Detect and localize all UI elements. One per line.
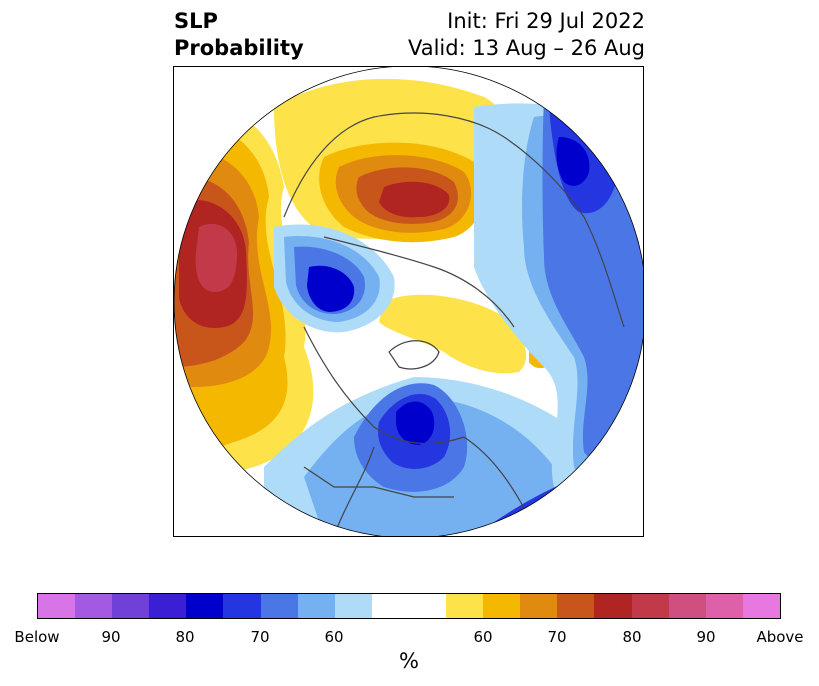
chart-title-left: SLP Probability — [174, 8, 304, 62]
title-probability: Probability — [174, 36, 304, 60]
arctic-above-central — [379, 294, 527, 374]
title-variable: SLP — [174, 9, 218, 33]
siberia-above-80 — [379, 181, 450, 218]
colorbar-segment-below-6 — [260, 594, 298, 618]
colorbar-segment-above-1 — [483, 594, 521, 618]
colorbar-label-below: Below — [14, 628, 60, 646]
colorbar-segment-neutral — [371, 594, 447, 618]
alaska-below-75 — [307, 265, 355, 312]
colorbar-label-below-70: 70 — [250, 628, 270, 646]
colorbar-segment-above-2 — [520, 594, 558, 618]
colorbar-segment-above-6 — [668, 594, 706, 618]
colorbar-segment-above-0 — [446, 594, 484, 618]
init-date: Init: Fri 29 Jul 2022 — [447, 9, 645, 33]
colorbar-segment-above-5 — [631, 594, 669, 618]
colorbar-unit: % — [399, 649, 419, 673]
colorbar-label-above-80: 80 — [622, 628, 642, 646]
colorbar-label-above-70: 70 — [547, 628, 567, 646]
colorbar-label-above-60: 60 — [473, 628, 493, 646]
map-panel — [173, 66, 644, 537]
colorbar-segment-above-8 — [742, 594, 780, 618]
atlantic-below-80 — [556, 137, 590, 186]
colorbar-segment-above-4 — [594, 594, 632, 618]
colorbar-segment-below-1 — [75, 594, 113, 618]
colorbar-label-below-90: 90 — [101, 628, 121, 646]
colorbar-segment-below-3 — [149, 594, 187, 618]
polar-map — [174, 67, 643, 536]
chart-title-right: Init: Fri 29 Jul 2022 Valid: 13 Aug – 26… — [408, 8, 645, 62]
valid-range: Valid: 13 Aug – 26 Aug — [407, 36, 645, 60]
colorbar-segment-above-3 — [557, 594, 595, 618]
colorbar-segment-below-7 — [297, 594, 335, 618]
colorbar-segment-below-5 — [223, 594, 261, 618]
colorbar — [37, 593, 781, 619]
probability-contours — [174, 67, 643, 536]
colorbar-label-above: Above — [756, 628, 804, 646]
hudson-below-80 — [396, 401, 435, 445]
pacific-above-85 — [195, 223, 238, 292]
colorbar-label-above-90: 90 — [696, 628, 716, 646]
colorbar-segment-below-8 — [334, 594, 372, 618]
colorbar-segment-below-0 — [38, 594, 76, 618]
colorbar-label-below-60: 60 — [324, 628, 344, 646]
colorbar-segment-below-2 — [112, 594, 150, 618]
colorbar-segment-below-4 — [186, 594, 224, 618]
colorbar-label-below-80: 80 — [175, 628, 195, 646]
coastlines — [283, 112, 625, 536]
colorbar-segment-above-7 — [705, 594, 743, 618]
